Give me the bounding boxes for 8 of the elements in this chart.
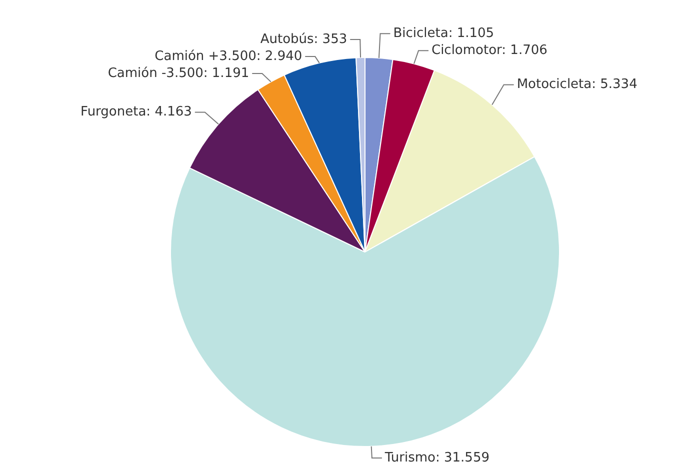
- slice-label: Ciclomotor: 1.706: [431, 43, 548, 58]
- slice-label: Camión +3.500: 2.940: [154, 48, 302, 64]
- slice-label: Autobús: 353: [260, 32, 348, 47]
- slice-label: Motocicleta: 5.334: [516, 77, 638, 92]
- slice-label: Turismo: 31.559: [384, 450, 490, 466]
- slice-label: Furgoneta: 4.163: [80, 104, 192, 120]
- slice-label: Camión -3.500: 1.191: [108, 66, 250, 81]
- slice-label: Bicicleta: 1.105: [393, 26, 494, 42]
